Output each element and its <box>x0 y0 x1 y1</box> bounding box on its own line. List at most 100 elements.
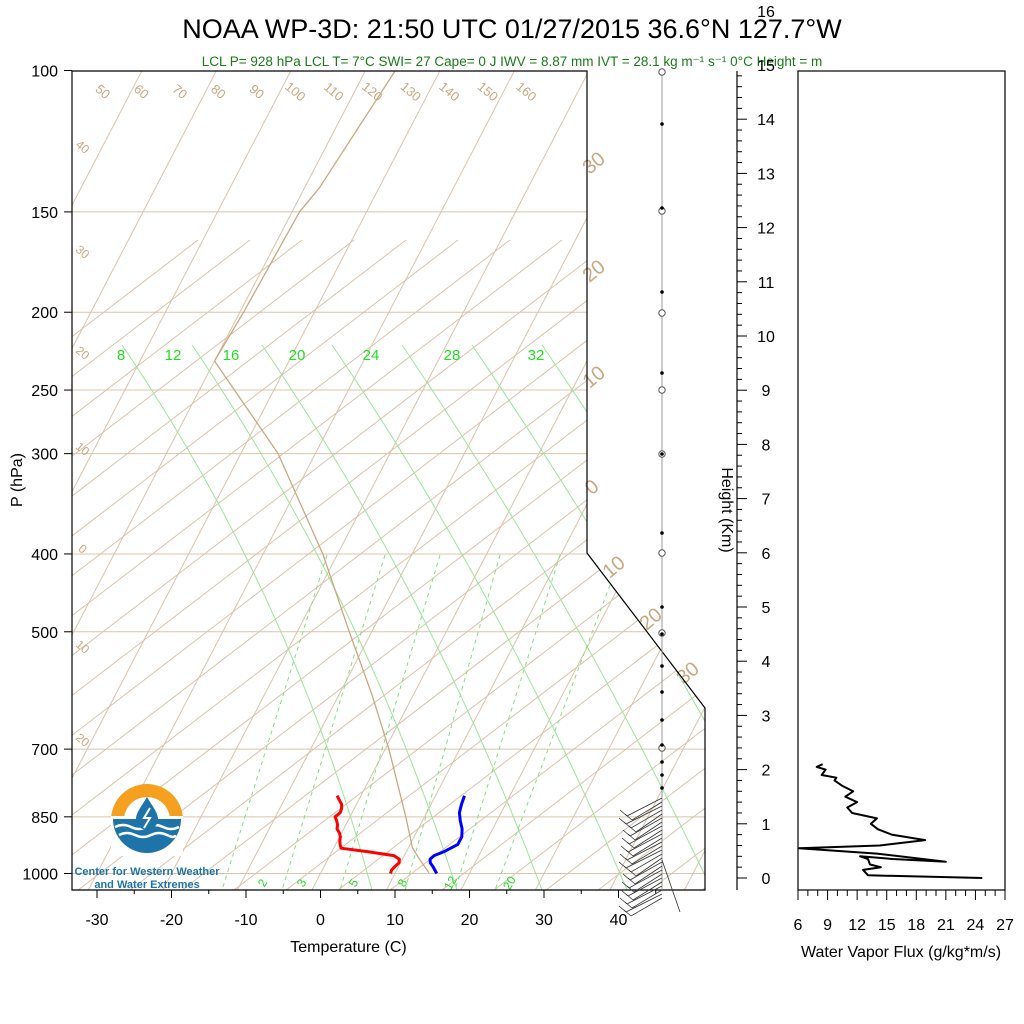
wind-barb <box>629 861 663 881</box>
wind-dot <box>660 605 664 609</box>
wind-dot <box>660 690 664 694</box>
moist-adiabat-line <box>191 344 458 890</box>
dry-adiabat-line <box>77 239 705 890</box>
flux-x-tick-label-21: 21 <box>937 917 955 934</box>
wind-barb <box>629 817 663 837</box>
mixing-ratio-top-label-20: 20 <box>289 347 306 364</box>
flux-x-tick-label-9: 9 <box>823 917 832 934</box>
x-tick-label-30: 30 <box>535 912 553 929</box>
dry-adiabat-line <box>1014 240 1024 930</box>
wind-dot <box>660 773 664 777</box>
wind-dot <box>660 632 664 636</box>
y-tick-label-200: 200 <box>31 305 58 322</box>
wind-barb-flag <box>628 869 637 877</box>
skewt-frame <box>71 70 706 891</box>
height-tick-label-6: 6 <box>762 546 771 563</box>
height-tick-label-13: 13 <box>757 166 775 183</box>
isotherm-line <box>72 71 218 890</box>
isotherm-label-160: 160 <box>513 79 539 104</box>
dry-adiabat-line <box>285 239 705 890</box>
wind-barb <box>627 833 663 853</box>
mixing-ratio-top-label-16: 16 <box>223 347 240 364</box>
dry-adiabat-line <box>72 239 615 890</box>
mixing-ratio-top-label-8: 8 <box>117 347 125 364</box>
isotherm-line <box>87 71 516 890</box>
y-axis-label: P (hPa) <box>9 453 26 507</box>
mixing-ratio-line <box>281 554 386 890</box>
dry-adiabat-line <box>181 239 705 890</box>
wind-barb-flag <box>626 841 635 849</box>
skewt-profiles <box>213 71 466 875</box>
mixing-ratio-line <box>454 554 561 890</box>
isotherm-label-110: 110 <box>321 79 347 104</box>
y-tick-label-400: 400 <box>31 547 58 564</box>
height-tick-label-16: 16 <box>757 4 775 21</box>
mixing-ratio-top-label-32: 32 <box>528 347 545 364</box>
wind-barb <box>626 841 663 861</box>
wind-barb <box>630 897 663 917</box>
dewpoint-profile <box>428 795 466 875</box>
flux-x-tick-label-6: 6 <box>794 917 803 934</box>
isotherm-label-150: 150 <box>475 79 501 104</box>
wind-barb-flag <box>627 833 636 841</box>
dry-adiabat-line <box>72 239 705 890</box>
dry-adiabat-line <box>129 239 705 890</box>
flux-x-tick-label-12: 12 <box>848 917 866 934</box>
right-label: 30 <box>579 148 610 179</box>
logo-line-2: and Water Extremes <box>94 879 199 891</box>
calm-wind-circle <box>658 549 666 557</box>
left-label: 40 <box>73 137 92 157</box>
moist-adiabat-line <box>331 344 628 890</box>
isotherm-line <box>534 71 705 890</box>
x-tick-label-20: 20 <box>461 912 479 929</box>
wind-barb <box>630 809 663 829</box>
mixing-ratio-top-label-28: 28 <box>444 347 461 364</box>
dry-adiabat-line <box>72 239 355 890</box>
wind-barb <box>635 813 663 833</box>
wind-dot <box>660 371 664 375</box>
x-axis-label: Temperature (C) <box>290 939 406 956</box>
dry-adiabat-line <box>701 239 705 890</box>
chart-title: NOAA WP-3D: 21:50 UTC 01/27/2015 36.6°N … <box>182 14 842 44</box>
height-tick-label-14: 14 <box>757 112 775 129</box>
dry-adiabat-line <box>545 239 705 890</box>
height-tick-label-8: 8 <box>762 437 771 454</box>
height-tick-label-5: 5 <box>762 600 771 617</box>
wind-barb <box>627 877 663 897</box>
height-tick-label-1: 1 <box>762 817 771 834</box>
flux-frame <box>797 70 1006 891</box>
isotherm-label-130: 130 <box>398 79 424 104</box>
wind-barbs <box>618 68 681 917</box>
dry-adiabat-line <box>72 239 459 890</box>
y-tick-label-700: 700 <box>31 742 58 759</box>
left-label: 20 <box>73 343 92 363</box>
y-tick-label-500: 500 <box>31 625 58 642</box>
wind-barb <box>625 805 663 825</box>
wind-barb <box>632 837 663 857</box>
wind-barb <box>631 889 663 909</box>
flux-x-tick-label-24: 24 <box>967 917 985 934</box>
height-tick-label-7: 7 <box>762 492 771 509</box>
wind-barb <box>634 865 663 885</box>
wind-barb-flag <box>627 877 636 885</box>
logo-line-1: Center for Western Weather <box>74 866 220 878</box>
isotherm-label-140: 140 <box>436 79 462 104</box>
right-label: 30 <box>673 658 704 689</box>
dry-adiabat-line <box>858 240 1024 930</box>
moist-adiabat-line <box>471 344 705 890</box>
wind-barb <box>625 893 663 913</box>
right-label: 20 <box>579 256 610 287</box>
dry-adiabat-line <box>910 240 1024 930</box>
dry-adiabat-line <box>649 239 705 890</box>
x-tick-label-10: 10 <box>386 912 404 929</box>
mixing-ratio-line <box>339 554 441 890</box>
wind-barb <box>661 859 681 913</box>
logo-wave-2 <box>118 831 177 839</box>
wind-barb <box>632 881 663 901</box>
wind-barb-flag <box>628 825 637 833</box>
height-tick-label-11: 11 <box>758 275 775 292</box>
wind-dot <box>660 290 664 294</box>
cw3e-logo: Center for Western Weather and Water Ext… <box>74 784 220 891</box>
right-label: 10 <box>599 552 630 583</box>
